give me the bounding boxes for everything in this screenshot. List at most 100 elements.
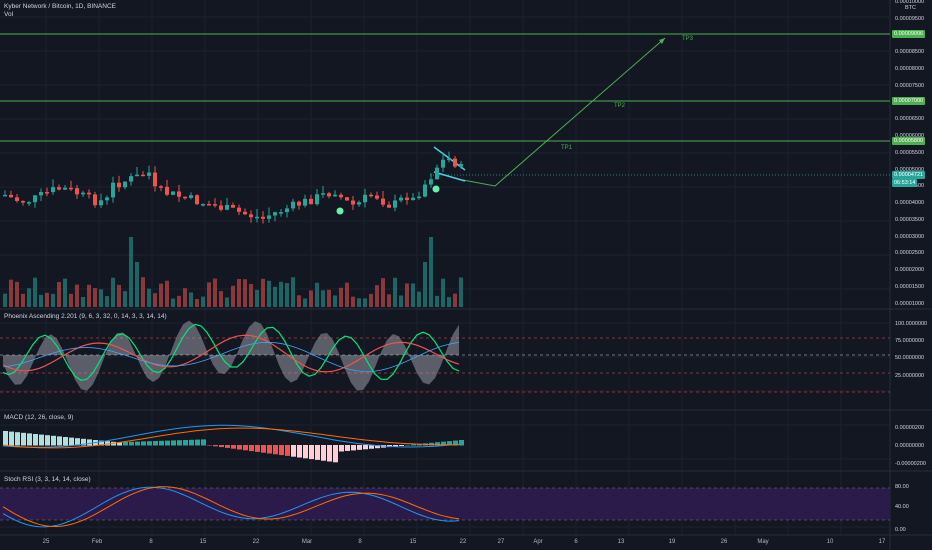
- wedge-lower-line: [433, 171, 466, 182]
- macd-histogram-bar: [333, 445, 338, 463]
- phoenix-indicator-label[interactable]: Phoenix Ascending 2.201 (9, 6, 3, 32, 0,…: [4, 313, 167, 320]
- macd-histogram-bar: [165, 440, 170, 446]
- macd-histogram-bar: [39, 434, 44, 446]
- macd-histogram-bar: [141, 441, 146, 446]
- candle-body: [213, 204, 217, 206]
- price-tick-label: 0.00009500: [895, 15, 925, 22]
- volume-bar: [33, 277, 37, 307]
- projection-path: [462, 37, 666, 187]
- candle-body: [393, 200, 397, 208]
- candle-body: [177, 191, 181, 197]
- volume-bar: [45, 292, 49, 307]
- candle-body: [453, 158, 457, 167]
- macd-histogram-bar: [345, 445, 350, 451]
- candle-body: [3, 194, 7, 197]
- time-tick-label: 8: [358, 539, 362, 545]
- macd-histogram-bar: [105, 441, 110, 446]
- stoch-rsi-indicator-label[interactable]: Stoch RSI (3, 3, 14, 14, close): [4, 476, 91, 483]
- volume-bar: [81, 297, 85, 307]
- candle-body: [219, 205, 223, 210]
- volume-bar: [291, 277, 295, 307]
- macd-histogram-bar: [87, 439, 92, 446]
- last-price-tag: 0.00004721: [892, 171, 926, 179]
- macd-tick-label: 0.00000200: [895, 425, 925, 431]
- macd-histogram-bar: [303, 445, 308, 459]
- candle-body: [183, 196, 187, 199]
- macd-histogram-bar: [225, 445, 230, 448]
- volume-bar: [279, 281, 283, 307]
- candle-body: [423, 184, 427, 197]
- time-tick-label: 26: [720, 539, 728, 545]
- time-tick-label: Feb: [91, 539, 103, 545]
- candle-body: [417, 196, 421, 199]
- volume-bar: [153, 293, 157, 307]
- volume-bar: [9, 279, 13, 307]
- time-tick-label: 10: [826, 539, 834, 545]
- candle-body: [261, 216, 265, 219]
- macd-histogram-bar: [219, 445, 224, 448]
- volume-bar: [231, 285, 235, 307]
- macd-histogram-bar: [195, 439, 200, 446]
- macd-histogram-bar: [327, 445, 332, 462]
- macd-tick-label: -0.00000200: [895, 461, 926, 467]
- macd-histogram-bar: [339, 445, 344, 452]
- volume-bar: [27, 288, 31, 307]
- volume-bar: [357, 298, 361, 307]
- volume-bar: [225, 297, 229, 307]
- projection-arrowhead: [659, 38, 665, 44]
- volume-bar: [261, 278, 265, 307]
- price-tick-label: 0.00010000: [895, 0, 925, 5]
- macd-histogram-bar: [3, 431, 8, 446]
- macd-histogram-bar: [69, 437, 74, 446]
- time-tick-label: 25: [42, 539, 50, 545]
- candle-body: [429, 179, 433, 185]
- macd-histogram-bar: [51, 435, 56, 446]
- candle-body: [249, 214, 253, 218]
- macd-histogram-bar: [63, 437, 68, 446]
- tp1-price-tag: 0.00005800: [892, 137, 926, 145]
- macd-histogram-bar: [153, 441, 158, 446]
- candle-body: [147, 172, 151, 176]
- candle-body: [135, 174, 139, 177]
- volume-bar: [249, 284, 253, 307]
- candle-body: [399, 197, 403, 201]
- volume-bar: [183, 288, 187, 307]
- time-tick-label: 22: [459, 539, 467, 545]
- macd-histogram-bar: [177, 440, 182, 446]
- macd-histogram-bar: [129, 441, 134, 446]
- volume-bar: [423, 262, 427, 307]
- time-tick-label: 6: [574, 539, 578, 545]
- macd-histogram-bar: [273, 445, 278, 455]
- macd-indicator-label[interactable]: MACD (12, 26, close, 9): [4, 414, 74, 421]
- candle-body: [333, 194, 337, 197]
- macd-histogram-bar: [363, 445, 368, 450]
- volume-bar: [255, 289, 259, 307]
- candle-body: [351, 200, 355, 205]
- volume-bar: [435, 295, 439, 307]
- volume-label[interactable]: Vol: [4, 11, 14, 18]
- macd-histogram-bar: [357, 445, 362, 450]
- volume-bar: [339, 287, 343, 307]
- candle-body: [435, 167, 439, 180]
- candle-body: [285, 208, 289, 213]
- volume-bar: [381, 278, 385, 307]
- volume-bar: [375, 285, 379, 307]
- candle-body: [375, 195, 379, 199]
- price-tick-label: 0.00005500: [895, 149, 925, 156]
- macd-histogram-bar: [375, 445, 380, 449]
- price-tick-label: 0.00002500: [895, 250, 925, 257]
- price-tick-label: 0.00006000: [895, 133, 925, 139]
- volume-bar: [141, 277, 145, 307]
- macd-histogram-bar: [441, 441, 446, 446]
- stoch-d-line: [2, 486, 460, 528]
- macd-histogram-bar: [351, 445, 356, 451]
- macd-histogram-bar: [183, 440, 188, 446]
- price-tick-label: 0.00007500: [895, 82, 925, 89]
- candle-body: [369, 194, 373, 197]
- macd-histogram-bar: [207, 445, 212, 446]
- candle-body: [441, 159, 445, 168]
- volume-bar: [345, 282, 349, 307]
- symbol-title[interactable]: Kyber Network / Bitcoin, 1D, BINANCE: [4, 3, 116, 10]
- volume-bar: [243, 279, 247, 307]
